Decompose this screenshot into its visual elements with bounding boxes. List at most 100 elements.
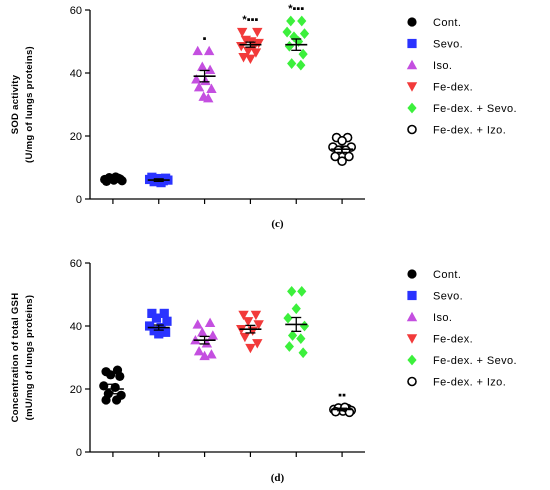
data-point [252,27,263,38]
data-point [284,40,294,52]
data-point [236,27,248,38]
data-point [253,320,264,330]
y-tick-label: 40 [70,68,82,80]
y-axis-title-units: (mU/mg of lungs proteins) [24,295,35,421]
data-point [344,407,355,418]
data-point [297,285,307,297]
data-point [197,327,208,337]
series-5: ▪▪ Fe-dex. + Izo. [329,376,506,457]
panel-caption: (c) [271,218,284,230]
data-point [193,81,205,92]
data-point [206,349,217,359]
legend-marker [407,376,417,387]
y-tick-label: 20 [70,384,82,396]
legend-marker [406,311,418,322]
legend-label: Fe-dex. + Izo. [433,125,506,137]
series-0: Cont. [100,17,461,204]
data-point [106,370,116,380]
data-point [161,173,171,183]
legend-label: Fe-dex. [433,82,473,94]
series-5: Fe-dex. + Izo. [328,125,506,204]
y-axis-title-units: (U/mg of lungs proteins) [24,46,35,163]
series-3: Fe-dex. [236,310,473,457]
chart-panel-1: 0 20 40 60 SOD activity (U/mg of lungs protei… [10,3,517,230]
data-point [250,310,262,321]
series-4: *▪▪▪ Fe-dex. + Sevo. [282,3,517,204]
legend-label: Fe-dex. + Sevo. [433,103,517,115]
legend-marker [406,59,418,70]
chart-panel-2: 0 20 40 60 Concentration of total GSH (mU/mg … [10,258,517,484]
legend-label: Fe-dex. + Izo. [433,377,506,389]
y-tick-label: 40 [70,321,82,333]
legend-label: Fe-dex. + Sevo. [433,355,517,367]
data-point [298,48,308,60]
data-point [199,350,210,361]
data-point [252,339,263,349]
data-point [282,26,292,38]
data-point [299,320,310,332]
data-point [197,61,208,71]
y-tick-label: 60 [70,5,82,17]
significance-label: ▪▪ [338,389,346,401]
y-axis-title: Concentration of total GSH [10,293,21,423]
data-point [299,28,310,40]
data-point [296,333,306,344]
series-2: ▪ Iso. [191,33,452,204]
data-point [193,346,205,356]
data-point [144,321,155,331]
legend-label: Cont. [433,17,461,29]
y-tick-label: 60 [70,258,82,270]
data-point [286,15,296,27]
legend-marker [407,269,417,279]
data-point [154,329,164,339]
data-point [207,330,219,340]
y-tick-label: 0 [76,447,82,459]
data-point [191,74,202,84]
legend-marker [407,354,417,366]
y-tick-label: 20 [70,131,82,143]
data-point [291,303,301,315]
data-point [161,327,171,337]
legend-marker [406,82,418,92]
data-point [283,312,293,324]
data-point [242,317,254,327]
data-point [203,45,215,56]
data-point [192,45,203,56]
data-point [245,54,256,65]
data-point [203,93,214,103]
series-4: Fe-dex. + Sevo. [283,285,517,457]
data-point [245,343,256,354]
data-point [344,151,354,162]
data-point [330,151,341,162]
data-point [201,338,213,348]
data-point [162,316,172,326]
data-point [296,59,306,71]
significance-label: *▪▪▪ [288,3,304,15]
significance-label: ▪ [203,33,207,45]
legend-marker [407,17,417,27]
data-point [298,347,308,359]
significance-label: *▪▪▪ [242,14,258,26]
series-0: Cont. [99,269,461,457]
data-point [284,341,294,352]
data-point [250,48,262,58]
legend-label: Sevo. [433,39,463,51]
data-point [147,308,157,318]
data-point [297,15,307,27]
data-point [115,371,125,381]
data-point [253,38,264,49]
data-point [204,64,216,75]
legend-marker [407,38,417,49]
legend-marker [406,334,418,344]
data-point [242,46,254,57]
series-2: Iso. [190,311,452,457]
legend-marker [407,290,417,301]
legend-marker [407,102,417,114]
data-point [192,319,203,329]
series-3: *▪▪▪ Fe-dex. [236,14,473,204]
data-point [99,381,109,391]
data-point [204,317,216,328]
data-point [287,330,298,341]
series-1: Sevo. [144,38,463,204]
legend-label: Iso. [433,312,452,324]
